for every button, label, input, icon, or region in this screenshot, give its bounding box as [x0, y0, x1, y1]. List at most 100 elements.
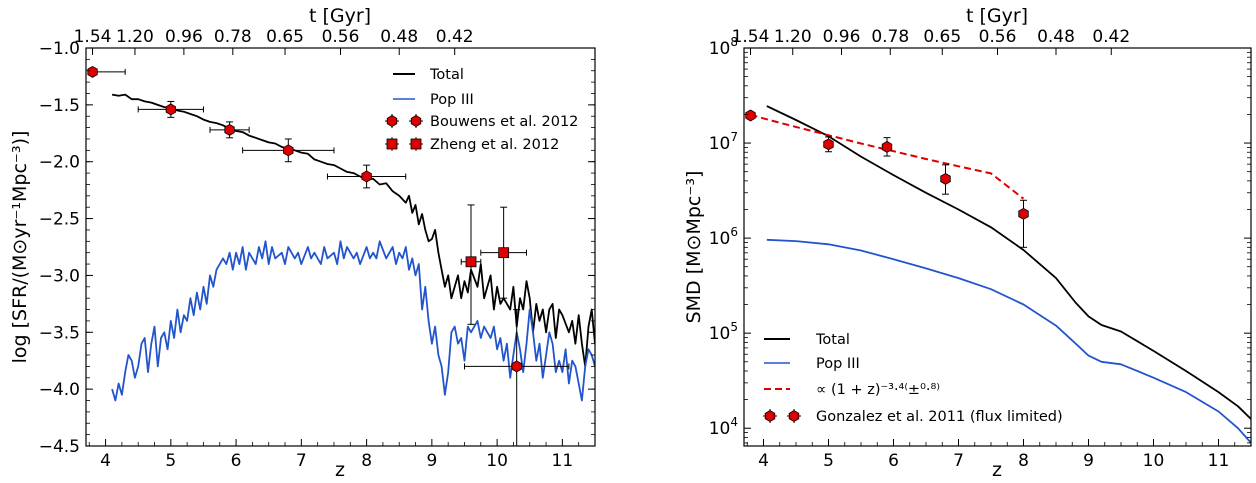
top-tick-label: 0.56	[322, 27, 360, 47]
y-tick-label: −1.0	[39, 39, 80, 59]
sfr-y-axis-label: log [SFR/(M⊙yr⁻¹Mpc⁻³)]	[9, 131, 31, 364]
marker-bouwens-et-al-2012	[361, 170, 372, 183]
smd-x-axis-label: z	[992, 459, 1002, 481]
data-point-bouwens-et-al-2012-4	[326, 164, 407, 189]
top-tick-label: 0.42	[436, 27, 474, 47]
x-tick-label: 5	[165, 451, 176, 471]
data-point-gonzalez-et-al-2011-flux-limited-1	[823, 136, 834, 153]
sfr-plot-frame	[85, 47, 596, 447]
smd-top-axis-label: t [Gyr]	[966, 5, 1028, 27]
legend-marker-zheng	[385, 137, 423, 151]
top-tick-label: 0.96	[165, 27, 203, 47]
marker-bouwens-et-al-2012	[283, 144, 294, 157]
marker-gonzalez-et-al-2011-flux-limited	[881, 140, 893, 153]
top-tick-label: 0.65	[923, 27, 961, 47]
legend-label-total: Total	[815, 332, 850, 348]
data-point-bouwens-et-al-2012-2	[209, 121, 250, 139]
y-tick-label: −3.5	[39, 323, 80, 343]
y-tick-label: 105	[709, 320, 738, 344]
smd-legend: Total Pop III ∝ (1 + z)⁻³·⁴⁽±⁰·⁸⁾ Gonzal…	[763, 332, 1063, 425]
sfr-plot-area	[87, 65, 595, 446]
data-point-gonzalez-et-al-2011-flux-limited-3	[940, 164, 951, 195]
y-tick-label: 107	[709, 130, 738, 154]
smd-plot-frame	[743, 47, 1252, 447]
top-tick-label: 0.42	[1092, 27, 1130, 47]
y-tick-label: 106	[709, 225, 738, 249]
legend-marker	[788, 410, 800, 422]
legend-label-total: Total	[429, 67, 464, 83]
legend-marker-bouwens	[385, 114, 423, 128]
top-tick-label: 1.20	[774, 27, 812, 47]
top-tick-label: 0.56	[979, 27, 1017, 47]
plot-clip-group	[745, 105, 1251, 444]
sfr-x-axis-label: z	[335, 459, 345, 481]
x-tick-label: 9	[426, 451, 437, 471]
x-tick-label: 9	[1083, 451, 1094, 471]
series-line-1-z	[750, 113, 1025, 200]
top-tick-label: 0.78	[214, 27, 252, 47]
top-tick-label: 0.65	[266, 27, 304, 47]
x-tick-label: 4	[100, 451, 111, 471]
marker-gonzalez-et-al-2011-flux-limited	[940, 172, 951, 185]
top-tick-label: 1.54	[732, 27, 770, 47]
legend-marker	[410, 115, 422, 127]
top-tick-label: 1.20	[116, 27, 154, 47]
data-point-gonzalez-et-al-2011-flux-limited-2	[881, 137, 893, 157]
marker-zheng-et-al-2012	[498, 247, 510, 259]
smd-axes-ticks: 4 5 6 7 8 9 10 11 1.54 1.20 0.96 0.78 0.65 0.56 0.48 0.…	[709, 27, 1252, 471]
top-tick-label: 0.78	[871, 27, 909, 47]
x-tick-label: 4	[758, 451, 769, 471]
smd-panel: 4 5 6 7 8 9 10 11 1.54 1.20 0.96 0.78 0.65 0.56 0.48 0.…	[683, 5, 1252, 481]
data-point-bouwens-et-al-2012-1	[137, 100, 204, 118]
y-tick-label: 104	[709, 415, 738, 439]
y-tick-label: −4.5	[39, 437, 80, 457]
legend-label-zheng: Zheng et al. 2012	[430, 137, 559, 153]
x-tick-label: 7	[953, 451, 964, 471]
legend-label-fit: ∝ (1 + z)⁻³·⁴⁽±⁰·⁸⁾	[816, 382, 940, 398]
y-tick-label: −2.5	[39, 210, 80, 230]
legend-label-bouwens: Bouwens et al. 2012	[430, 114, 578, 130]
x-tick-label: 8	[361, 451, 372, 471]
legend-marker	[386, 115, 398, 127]
series-line-pop-iii	[111, 240, 595, 402]
legend-marker	[386, 138, 398, 150]
sfr-top-axis-label: t [Gyr]	[309, 5, 371, 27]
data-point-zheng-et-al-2012-1	[480, 206, 527, 299]
marker-zheng-et-al-2012	[465, 256, 477, 268]
top-tick-label: 1.54	[74, 27, 112, 47]
top-tick-label: 0.48	[1037, 27, 1075, 47]
data-point-gonzalez-et-al-2011-flux-limited-0	[745, 109, 756, 122]
y-tick-label: −3.0	[39, 266, 80, 286]
legend-marker	[410, 138, 422, 150]
marker-bouwens-et-al-2012	[165, 103, 177, 116]
legend-label-gonzalez: Gonzalez et al. 2011 (flux limited)	[816, 409, 1063, 425]
x-tick-label: 10	[486, 451, 508, 471]
data-point-zheng-et-al-2012-0	[460, 204, 482, 325]
smd-y-axis-label: SMD [M⊙Mpc⁻³]	[683, 171, 705, 324]
top-tick-label: 0.48	[380, 27, 418, 47]
series-line-total	[111, 93, 595, 368]
data-point-bouwens-et-al-2012-5	[463, 309, 570, 446]
marker-bouwens-et-al-2012	[511, 360, 522, 373]
marker-bouwens-et-al-2012	[87, 65, 98, 78]
x-tick-label: 7	[296, 451, 307, 471]
data-point-bouwens-et-al-2012-3	[242, 138, 335, 163]
y-tick-label: −2.0	[39, 153, 80, 173]
x-tick-label: 6	[888, 451, 899, 471]
x-tick-label: 8	[1018, 451, 1029, 471]
sfr-panel: 4 5 6 7 8 9 10 11 1.54 1.20 0.96 0.78 0.65 0.56 0.48 0.…	[9, 5, 596, 481]
plot-clip-group	[87, 65, 595, 446]
y-tick-label: −4.0	[39, 380, 80, 400]
smd-plot-area	[745, 105, 1251, 444]
y-tick-label: −1.5	[39, 96, 80, 116]
x-tick-label: 6	[231, 451, 242, 471]
x-tick-label: 5	[823, 451, 834, 471]
marker-bouwens-et-al-2012	[224, 123, 235, 136]
legend-marker	[764, 410, 776, 422]
data-point-bouwens-et-al-2012-0	[87, 65, 126, 78]
legend-label-pop3: Pop III	[430, 92, 474, 108]
sfr-legend: Total Pop III Bouwens et al. 2012 Zheng …	[385, 67, 578, 153]
series-line-pop-iii	[766, 238, 1251, 444]
x-tick-label: 11	[552, 451, 574, 471]
